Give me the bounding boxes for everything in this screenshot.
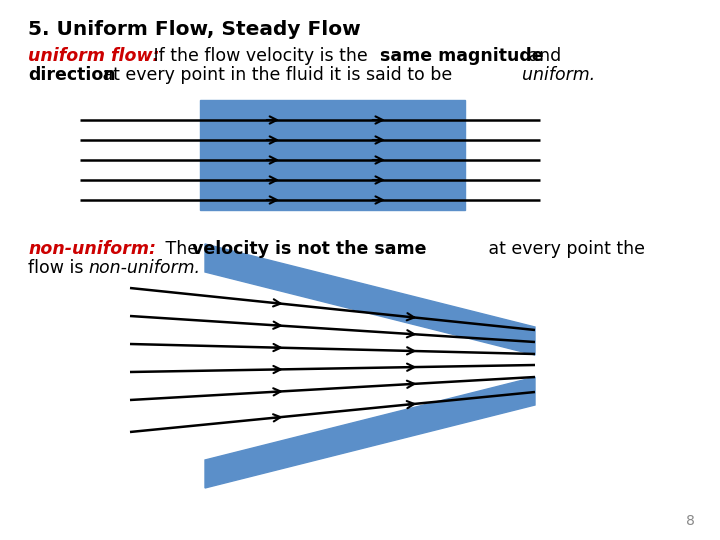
Text: 5. Uniform Flow, Steady Flow: 5. Uniform Flow, Steady Flow (28, 20, 361, 39)
Text: velocity is not the same: velocity is not the same (192, 240, 426, 258)
Text: and: and (523, 47, 562, 65)
Text: same magnitude: same magnitude (380, 47, 544, 65)
Bar (200, 100, 465, 210)
Polygon shape (205, 377, 535, 488)
Text: non-uniform:: non-uniform: (28, 240, 156, 258)
Text: at every point the: at every point the (483, 240, 645, 258)
Polygon shape (205, 244, 535, 355)
Text: flow is: flow is (28, 259, 89, 277)
Text: direction: direction (28, 66, 116, 84)
Text: uniform flow:: uniform flow: (28, 47, 160, 65)
Text: uniform.: uniform. (522, 66, 595, 84)
Text: If the flow velocity is the: If the flow velocity is the (148, 47, 373, 65)
Text: The: The (160, 240, 204, 258)
Text: at every point in the fluid it is said to be: at every point in the fluid it is said t… (97, 66, 458, 84)
Text: non-uniform.: non-uniform. (88, 259, 200, 277)
Text: 8: 8 (686, 514, 695, 528)
